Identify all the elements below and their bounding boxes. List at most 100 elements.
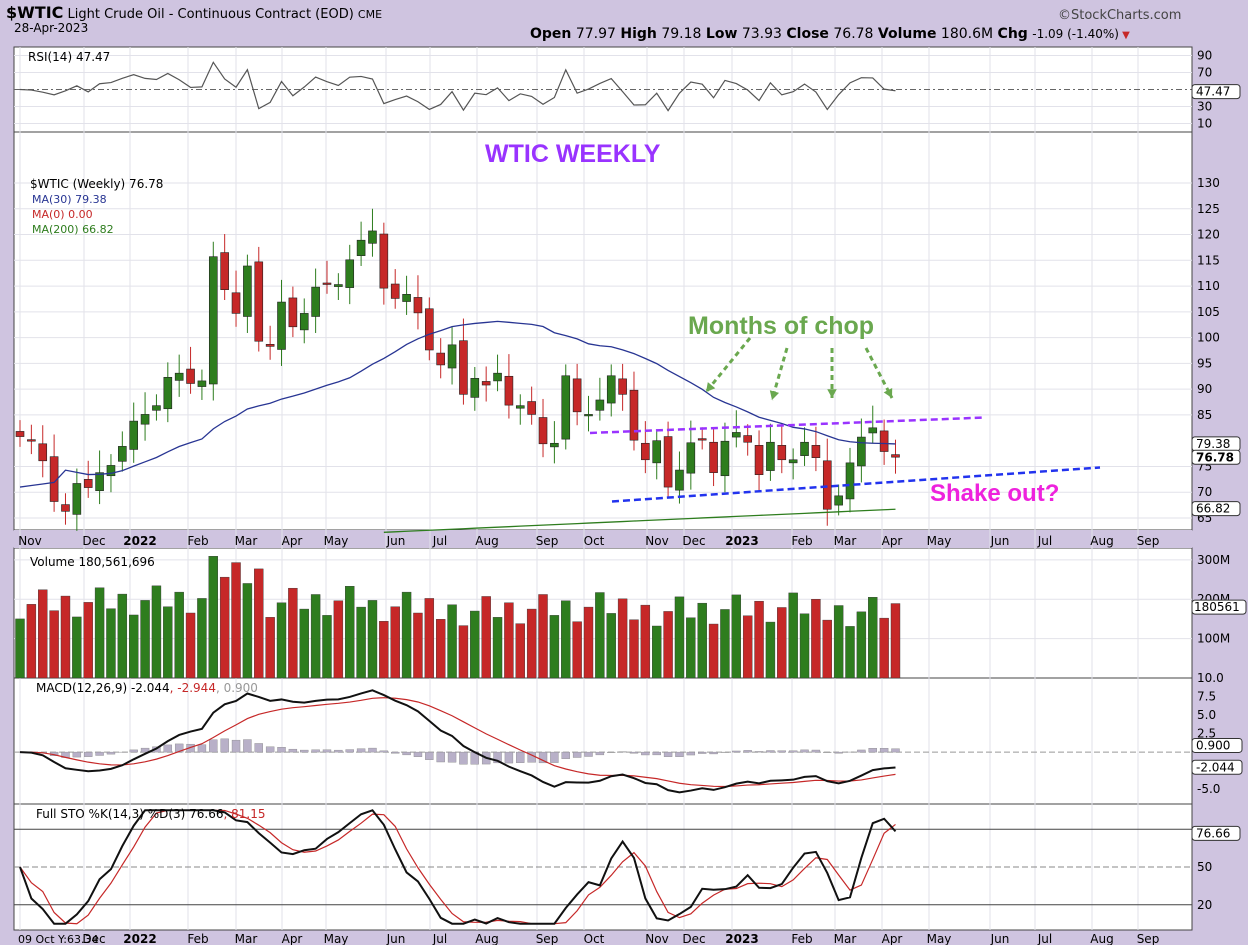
candle-body <box>879 430 889 452</box>
volume-bar <box>435 619 446 679</box>
volume-bar <box>49 610 59 679</box>
x-tick-label: Mar <box>834 534 857 548</box>
x-tick-label-bottom: Mar <box>834 932 857 945</box>
x-tick-label-bottom: Dec <box>82 932 105 945</box>
volume-bar <box>538 594 548 679</box>
candle-body <box>675 469 684 491</box>
candle-body <box>345 259 355 288</box>
rsi-tick: 10 <box>1197 117 1212 131</box>
macd-tick: 2.5 <box>1197 727 1216 741</box>
chop-arrowhead <box>706 382 716 392</box>
candle-body <box>868 427 878 434</box>
x-tick-label: Sep <box>536 534 559 548</box>
macd-hist-bar <box>311 749 320 753</box>
volume-bar <box>242 583 253 679</box>
x-tick-label-bottom: Sep <box>1137 932 1160 945</box>
x-tick-label-bottom: Jul <box>1037 932 1052 945</box>
candle-body <box>436 352 445 366</box>
volume-bar <box>140 600 150 679</box>
macd-hist-bar <box>197 744 207 753</box>
chop-arrowhead <box>883 388 893 398</box>
price-tick: 95 <box>1197 356 1212 370</box>
volume-bar <box>890 603 901 679</box>
x-tick-label: Nov <box>645 534 668 548</box>
close-tag-box <box>1191 449 1241 465</box>
candle-body <box>368 230 377 244</box>
volume-bar <box>481 596 491 679</box>
price-tick: 105 <box>1197 305 1220 319</box>
rsi-tick: 90 <box>1197 49 1212 63</box>
volume-bar <box>83 602 93 679</box>
x-tick-label-bottom: 2023 <box>725 932 758 945</box>
macd-label-a: MACD(12,26,9) -2.044 <box>36 681 170 695</box>
x-tick-label-bottom: May <box>927 932 952 945</box>
macd-hist-bar <box>288 748 298 753</box>
volume-bar <box>367 600 378 679</box>
vol-tick: 300M <box>1197 553 1230 567</box>
candle-body <box>220 252 229 290</box>
candle-body <box>515 405 525 409</box>
sto-tag-box <box>1191 825 1241 841</box>
macd-hist-bar <box>163 744 173 753</box>
volume-bar <box>322 615 332 679</box>
x-tick-label: Oct <box>584 534 605 548</box>
high-label: High <box>620 26 657 42</box>
candle-body <box>425 308 434 351</box>
volume-bar <box>811 599 821 679</box>
volume-bar <box>515 623 525 679</box>
macd-hist-bar <box>800 749 809 753</box>
candle-body <box>129 420 138 450</box>
volume-bar <box>379 621 389 679</box>
macd-hist-bar <box>459 751 468 765</box>
candle-body <box>493 372 502 382</box>
candle-body <box>413 297 423 314</box>
candle-body <box>595 399 605 411</box>
macd-hist-bar <box>322 749 332 753</box>
x-tick-label: Feb <box>791 534 812 548</box>
volume-bar <box>663 611 673 679</box>
close-tag: 76.78 <box>1196 450 1234 464</box>
volume-bar <box>788 592 798 679</box>
candle-body <box>663 436 673 488</box>
volume-bar <box>424 598 435 679</box>
candle-body <box>891 454 900 458</box>
candle-body <box>618 378 627 395</box>
macd-line <box>19 689 896 794</box>
volume-bar <box>777 607 787 679</box>
sto-tick: 50 <box>1197 860 1212 874</box>
volume-bar <box>163 606 173 679</box>
symbol-name: Light Crude Oil - Continuous Contract (E… <box>67 7 354 22</box>
price-tick: 100 <box>1197 331 1220 345</box>
volume-bar <box>708 623 719 679</box>
macd-hist-bar <box>550 751 559 763</box>
volume-bar <box>799 613 810 679</box>
price-tick: 115 <box>1197 253 1220 267</box>
volume-bar <box>401 591 412 679</box>
volume-bar <box>345 586 355 679</box>
x-tick-label-bottom: Feb <box>791 932 812 945</box>
candle-body <box>243 265 252 317</box>
candle-body <box>504 375 514 406</box>
volume-bar <box>617 598 628 679</box>
macd-hist-bar <box>95 751 104 756</box>
x-tick-label-bottom: 2022 <box>123 932 156 945</box>
volume-bar <box>845 626 855 679</box>
sto-tag: 76.66 <box>1196 826 1230 840</box>
candle-body <box>788 459 798 464</box>
volume-bar <box>254 568 264 679</box>
candle-body <box>174 372 184 381</box>
chop-arrow <box>770 347 789 401</box>
macd-hist-bar <box>220 738 229 753</box>
macd-hist-bar <box>834 751 843 754</box>
volume-bar <box>288 587 298 679</box>
macd-hist-bar <box>186 743 195 753</box>
macd-hist-bar <box>629 751 639 754</box>
macd-hist-bar <box>788 750 798 753</box>
volume-bar <box>549 615 560 679</box>
volume-bar <box>26 604 37 679</box>
rsi-tick: 70 <box>1197 66 1212 80</box>
macd-hist-bar <box>129 749 138 753</box>
macd-hist-tag-box <box>1191 737 1243 753</box>
macd-hist-bar <box>652 751 661 756</box>
candle-body <box>629 389 639 441</box>
